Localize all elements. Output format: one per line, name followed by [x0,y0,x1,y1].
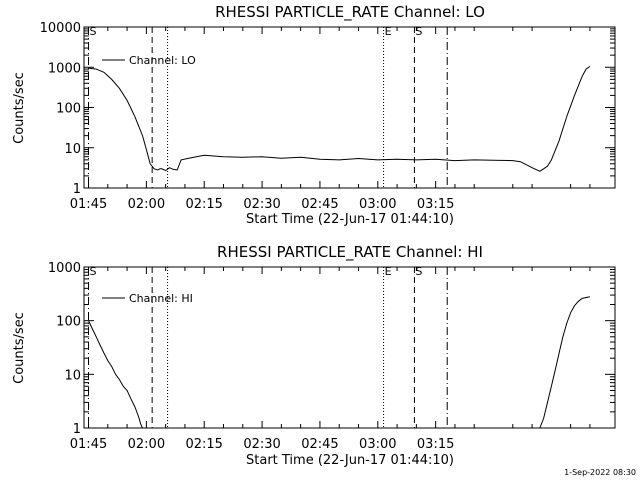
panel-hi-ticks: 01:45 02:00 02:15 02:30 02:45 03:00 03:15 1 10 10… [48,261,615,452]
panel-lo-legend-label: Channel: LO [129,54,196,67]
panel-lo-legend: Channel: LO [102,54,196,67]
data-series-line [88,320,143,429]
panel-lo-y-axis-label: Counts/sec [12,72,27,144]
x-tick-label: 02:45 [301,197,338,212]
x-tick-label: 02:30 [243,197,280,212]
timestamp-footer: 1-Sep-2022 08:30 [564,468,636,477]
x-tick-label: 02:15 [185,437,222,452]
y-tick-label: 1000 [48,261,81,276]
x-tick-label: 02:45 [301,437,338,452]
event-label: S [90,265,97,278]
event-label: E [385,265,392,278]
panel-hi-legend-label: Channel: HI [129,292,193,305]
event-label: S [415,265,422,278]
y-tick-label: 100 [56,315,81,330]
panel-lo-x-axis-label: Start Time (22-Jun-17 01:44:10) [246,212,454,227]
panel-lo-plot-frame [83,26,616,189]
y-tick-label: 10 [64,368,81,383]
data-series-line [539,296,591,429]
x-tick-label: 02:30 [243,437,280,452]
panel-hi-legend: Channel: HI [102,292,193,305]
panel-hi-y-axis-label: Counts/sec [12,312,27,384]
panel-hi-x-axis-label: Start Time (22-Jun-17 01:44:10) [246,453,454,468]
y-tick-label: 10000 [40,21,81,36]
event-label: E [385,25,392,38]
event-label: S [415,25,422,38]
x-tick-label: 03:00 [359,437,396,452]
x-tick-label: 02:00 [128,197,165,212]
event-label: S [90,25,97,38]
panel-lo-series [88,65,591,172]
y-tick-label: 100 [56,102,81,117]
y-tick-label: 1 [73,182,81,197]
x-tick-label: 03:15 [417,437,454,452]
panel-hi-title: RHESSI PARTICLE_RATE Channel: HI [217,243,483,262]
x-tick-label: 03:00 [359,197,396,212]
x-tick-label: 02:15 [185,197,222,212]
x-tick-label: 01:45 [70,437,107,452]
x-tick-label: 02:00 [128,437,165,452]
panel-lo: RHESSI PARTICLE_RATE Channel: LO Counts/… [12,3,616,227]
x-tick-label: 03:15 [417,197,454,212]
panel-lo-ticks: 01:45 02:00 02:15 02:30 02:45 03:00 03:15 1 10 10… [40,21,615,212]
panel-hi-plot-frame [83,266,616,429]
y-tick-label: 1 [73,422,81,437]
y-tick-label: 1000 [48,61,81,76]
panel-hi-series [88,296,591,429]
y-tick-label: 10 [64,142,81,157]
panel-hi: RHESSI PARTICLE_RATE Channel: HI Counts/… [12,243,616,468]
x-tick-label: 01:45 [70,197,107,212]
data-series-line [88,65,591,172]
panel-lo-title: RHESSI PARTICLE_RATE Channel: LO [215,3,485,22]
